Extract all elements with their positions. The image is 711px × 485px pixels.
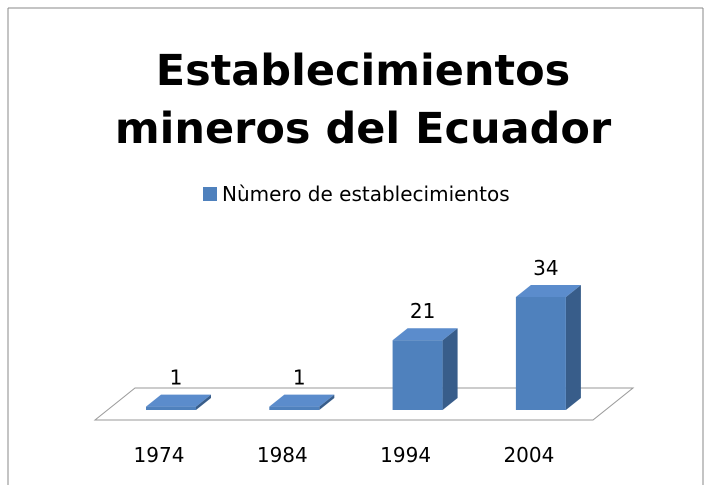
- x-tick-label: 2004: [503, 443, 554, 467]
- bar-front: [146, 406, 196, 410]
- data-label: 1: [170, 366, 183, 390]
- bar-side: [442, 328, 458, 410]
- data-label: 1: [293, 366, 306, 390]
- x-tick-label: 1984: [257, 443, 308, 467]
- data-label: 34: [533, 256, 558, 280]
- bar-side: [319, 394, 335, 410]
- bar-top: [146, 394, 211, 407]
- x-tick-label: 1994: [380, 443, 431, 467]
- bar-top: [515, 285, 581, 297]
- bar-side: [196, 394, 211, 410]
- x-tick-label: 1974: [134, 443, 185, 467]
- legend-swatch: [203, 187, 217, 201]
- bar-top: [392, 328, 458, 341]
- legend-label: Nùmero de establecimientos: [222, 182, 510, 206]
- bar-top: [269, 394, 335, 407]
- bar-front: [269, 406, 320, 410]
- bar: [146, 394, 211, 410]
- bar: [392, 328, 458, 410]
- bar-front: [515, 297, 566, 410]
- bar-front: [392, 340, 443, 410]
- bar: [515, 285, 581, 410]
- floor: [93, 387, 635, 421]
- data-label: 21: [410, 299, 435, 323]
- bar-side: [565, 285, 581, 410]
- chart-title: Establecimientos mineros del Ecuador: [114, 46, 612, 154]
- bar: [269, 394, 335, 410]
